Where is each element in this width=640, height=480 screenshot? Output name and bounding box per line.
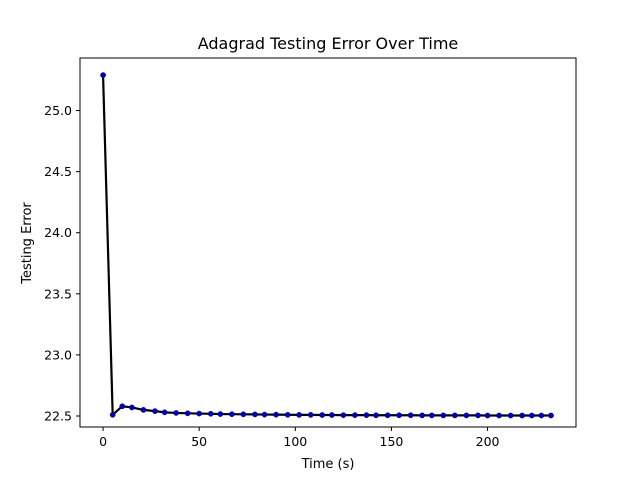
- x-tick-label: 50: [191, 434, 207, 449]
- data-point: [100, 73, 105, 78]
- data-point: [141, 407, 146, 412]
- data-point: [110, 412, 115, 417]
- data-point: [152, 409, 157, 414]
- data-point: [420, 413, 425, 418]
- data-point: [320, 412, 325, 417]
- data-point: [452, 413, 457, 418]
- data-point: [162, 410, 167, 415]
- data-point: [364, 413, 369, 418]
- y-tick-label: 24.5: [44, 164, 72, 179]
- y-tick-label: 22.5: [44, 409, 72, 424]
- y-tick-label: 25.0: [44, 103, 72, 118]
- x-tick-label: 0: [99, 434, 107, 449]
- y-tick-label: 24.0: [44, 225, 72, 240]
- data-point: [174, 410, 179, 415]
- data-point: [197, 411, 202, 416]
- data-point: [252, 412, 257, 417]
- data-point: [475, 413, 480, 418]
- data-point: [464, 413, 469, 418]
- data-point: [497, 413, 502, 418]
- chart-title: Adagrad Testing Error Over Time: [198, 34, 459, 53]
- data-point: [548, 413, 553, 418]
- data-point: [441, 413, 446, 418]
- data-point: [373, 413, 378, 418]
- data-point: [241, 412, 246, 417]
- y-axis-title: Testing Error: [20, 202, 35, 285]
- data-point: [273, 412, 278, 417]
- data-point: [508, 413, 513, 418]
- data-point: [185, 411, 190, 416]
- data-point: [529, 413, 534, 418]
- x-tick-label: 150: [380, 434, 404, 449]
- data-point: [485, 413, 490, 418]
- data-point: [429, 413, 434, 418]
- x-axis-title: Time (s): [301, 457, 355, 472]
- data-point: [385, 413, 390, 418]
- data-point: [229, 412, 234, 417]
- data-point: [329, 412, 334, 417]
- data-point: [218, 411, 223, 416]
- x-tick-label: 200: [476, 434, 500, 449]
- y-tick-label: 23.5: [44, 286, 72, 301]
- data-point: [297, 412, 302, 417]
- data-point: [262, 412, 267, 417]
- data-point: [308, 412, 313, 417]
- data-point: [285, 412, 290, 417]
- data-point: [208, 411, 213, 416]
- y-tick-label: 23.0: [44, 347, 72, 362]
- data-point: [129, 405, 134, 410]
- data-point: [539, 413, 544, 418]
- data-point: [520, 413, 525, 418]
- data-point: [352, 413, 357, 418]
- data-point: [120, 404, 125, 409]
- data-point: [341, 413, 346, 418]
- data-point: [408, 413, 413, 418]
- data-point: [397, 413, 402, 418]
- x-tick-label: 100: [283, 434, 307, 449]
